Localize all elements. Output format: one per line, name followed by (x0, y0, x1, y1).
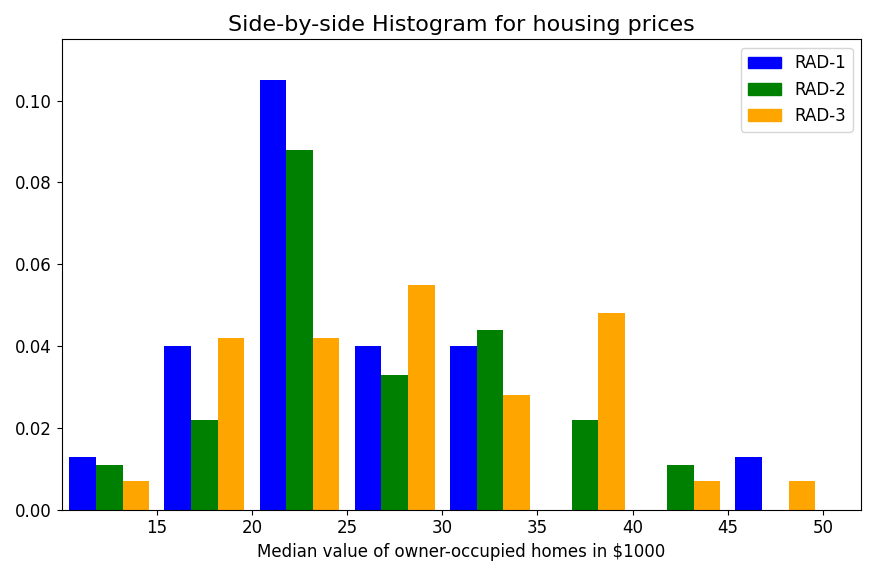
Bar (450, 346, 477, 510)
Bar (408, 285, 434, 510)
Bar (477, 329, 503, 510)
Title: Side-by-side Histogram for housing prices: Side-by-side Histogram for housing price… (228, 15, 695, 35)
Bar (503, 395, 530, 510)
Bar (313, 338, 340, 510)
Bar (95, 465, 123, 510)
Bar (735, 457, 762, 510)
Bar (123, 481, 149, 510)
Bar (667, 465, 694, 510)
Bar (286, 150, 313, 510)
Bar (69, 457, 95, 510)
Bar (165, 346, 191, 510)
Bar (191, 420, 217, 510)
Bar (355, 346, 381, 510)
Bar (259, 80, 286, 510)
Legend: RAD-1, RAD-2, RAD-3: RAD-1, RAD-2, RAD-3 (741, 48, 852, 132)
Bar (381, 375, 408, 510)
Bar (217, 338, 244, 510)
Bar (598, 313, 625, 510)
Bar (694, 481, 720, 510)
Bar (788, 481, 816, 510)
Bar (572, 420, 598, 510)
X-axis label: Median value of owner-occupied homes in $1000: Median value of owner-occupied homes in … (258, 543, 666, 561)
